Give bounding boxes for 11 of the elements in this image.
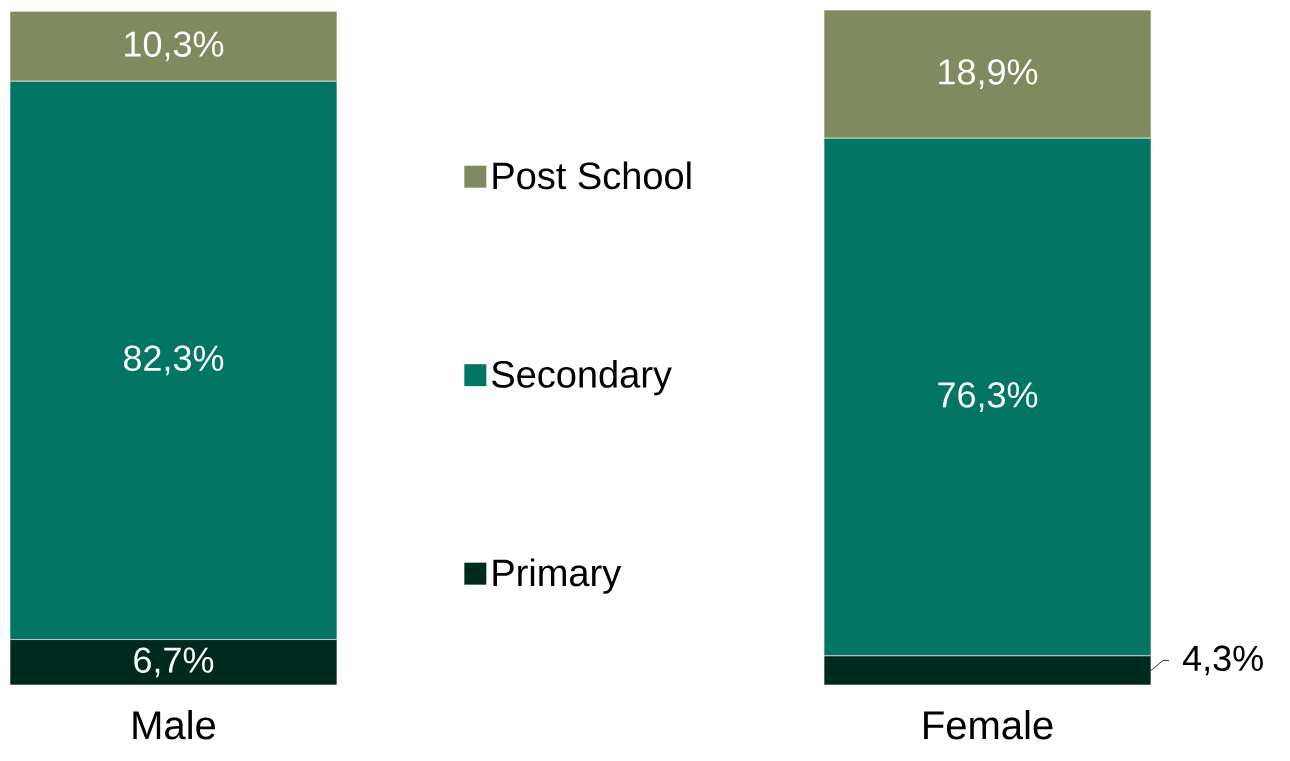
data-label: 10,3% <box>125 31 224 62</box>
legend-label: Post School <box>493 161 691 190</box>
data-label: 6,7% <box>134 647 214 678</box>
legend-label: Secondary <box>492 359 672 396</box>
data-label: 82,3% <box>124 345 224 376</box>
legend-label: Primary <box>493 558 622 594</box>
data-label: 18,9% <box>939 59 1038 89</box>
data-label: 4,3% <box>1182 645 1263 676</box>
x-tick-label: Male <box>133 710 216 740</box>
data-label: 76,3% <box>938 382 1038 412</box>
x-tick-label: Female <box>924 710 1053 740</box>
